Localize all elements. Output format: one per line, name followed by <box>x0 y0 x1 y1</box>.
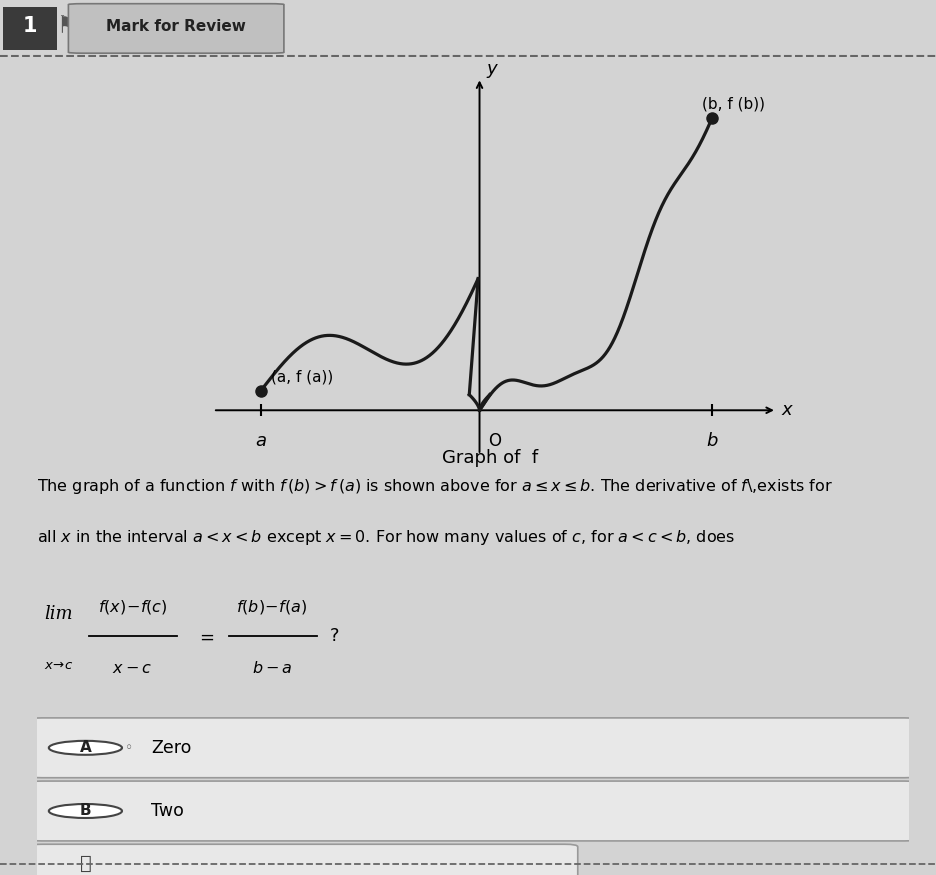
Text: a: a <box>255 432 266 450</box>
Text: A: A <box>80 740 91 755</box>
Text: ⌢: ⌢ <box>80 854 91 873</box>
Text: x: x <box>781 402 792 419</box>
Text: Two: Two <box>151 802 183 820</box>
Text: all $x$ in the interval $a < x < b$ except $x = 0$. For how many values of $c$, : all $x$ in the interval $a < x < b$ exce… <box>37 528 735 548</box>
FancyBboxPatch shape <box>29 844 578 875</box>
Text: $x - c$: $x - c$ <box>112 661 153 676</box>
Text: ⚑: ⚑ <box>57 14 78 38</box>
Text: $=$: $=$ <box>196 627 214 645</box>
FancyBboxPatch shape <box>68 4 284 53</box>
Text: $f(b)\!-\!f(a)$: $f(b)\!-\!f(a)$ <box>236 598 307 616</box>
Text: Zero: Zero <box>151 738 191 757</box>
Text: (b, f (b)): (b, f (b)) <box>701 96 764 111</box>
Text: (a, f (a)): (a, f (a)) <box>271 370 333 385</box>
FancyBboxPatch shape <box>29 781 916 841</box>
Text: $f(x)\!-\!f(c)$: $f(x)\!-\!f(c)$ <box>97 598 167 616</box>
Text: ◦: ◦ <box>124 741 133 755</box>
Text: lim: lim <box>45 606 73 623</box>
Text: b: b <box>706 432 717 450</box>
Text: ?: ? <box>329 627 339 645</box>
Text: Graph of  f: Graph of f <box>441 449 537 466</box>
Circle shape <box>49 741 122 755</box>
Text: $x\!\to\!c$: $x\!\to\!c$ <box>44 659 74 672</box>
Text: B: B <box>80 803 91 818</box>
Text: The graph of a function $f$ with $f\,(b) > f\,(a)$ is shown above for $a \leq x : The graph of a function $f$ with $f\,(b)… <box>37 478 832 496</box>
Circle shape <box>49 804 122 818</box>
Text: 1: 1 <box>22 16 37 36</box>
FancyBboxPatch shape <box>29 718 916 778</box>
Text: $b - a$: $b - a$ <box>252 660 292 676</box>
FancyBboxPatch shape <box>3 6 57 51</box>
Text: y: y <box>486 60 497 78</box>
Text: Mark for Review: Mark for Review <box>106 18 246 33</box>
Text: O: O <box>488 432 501 450</box>
